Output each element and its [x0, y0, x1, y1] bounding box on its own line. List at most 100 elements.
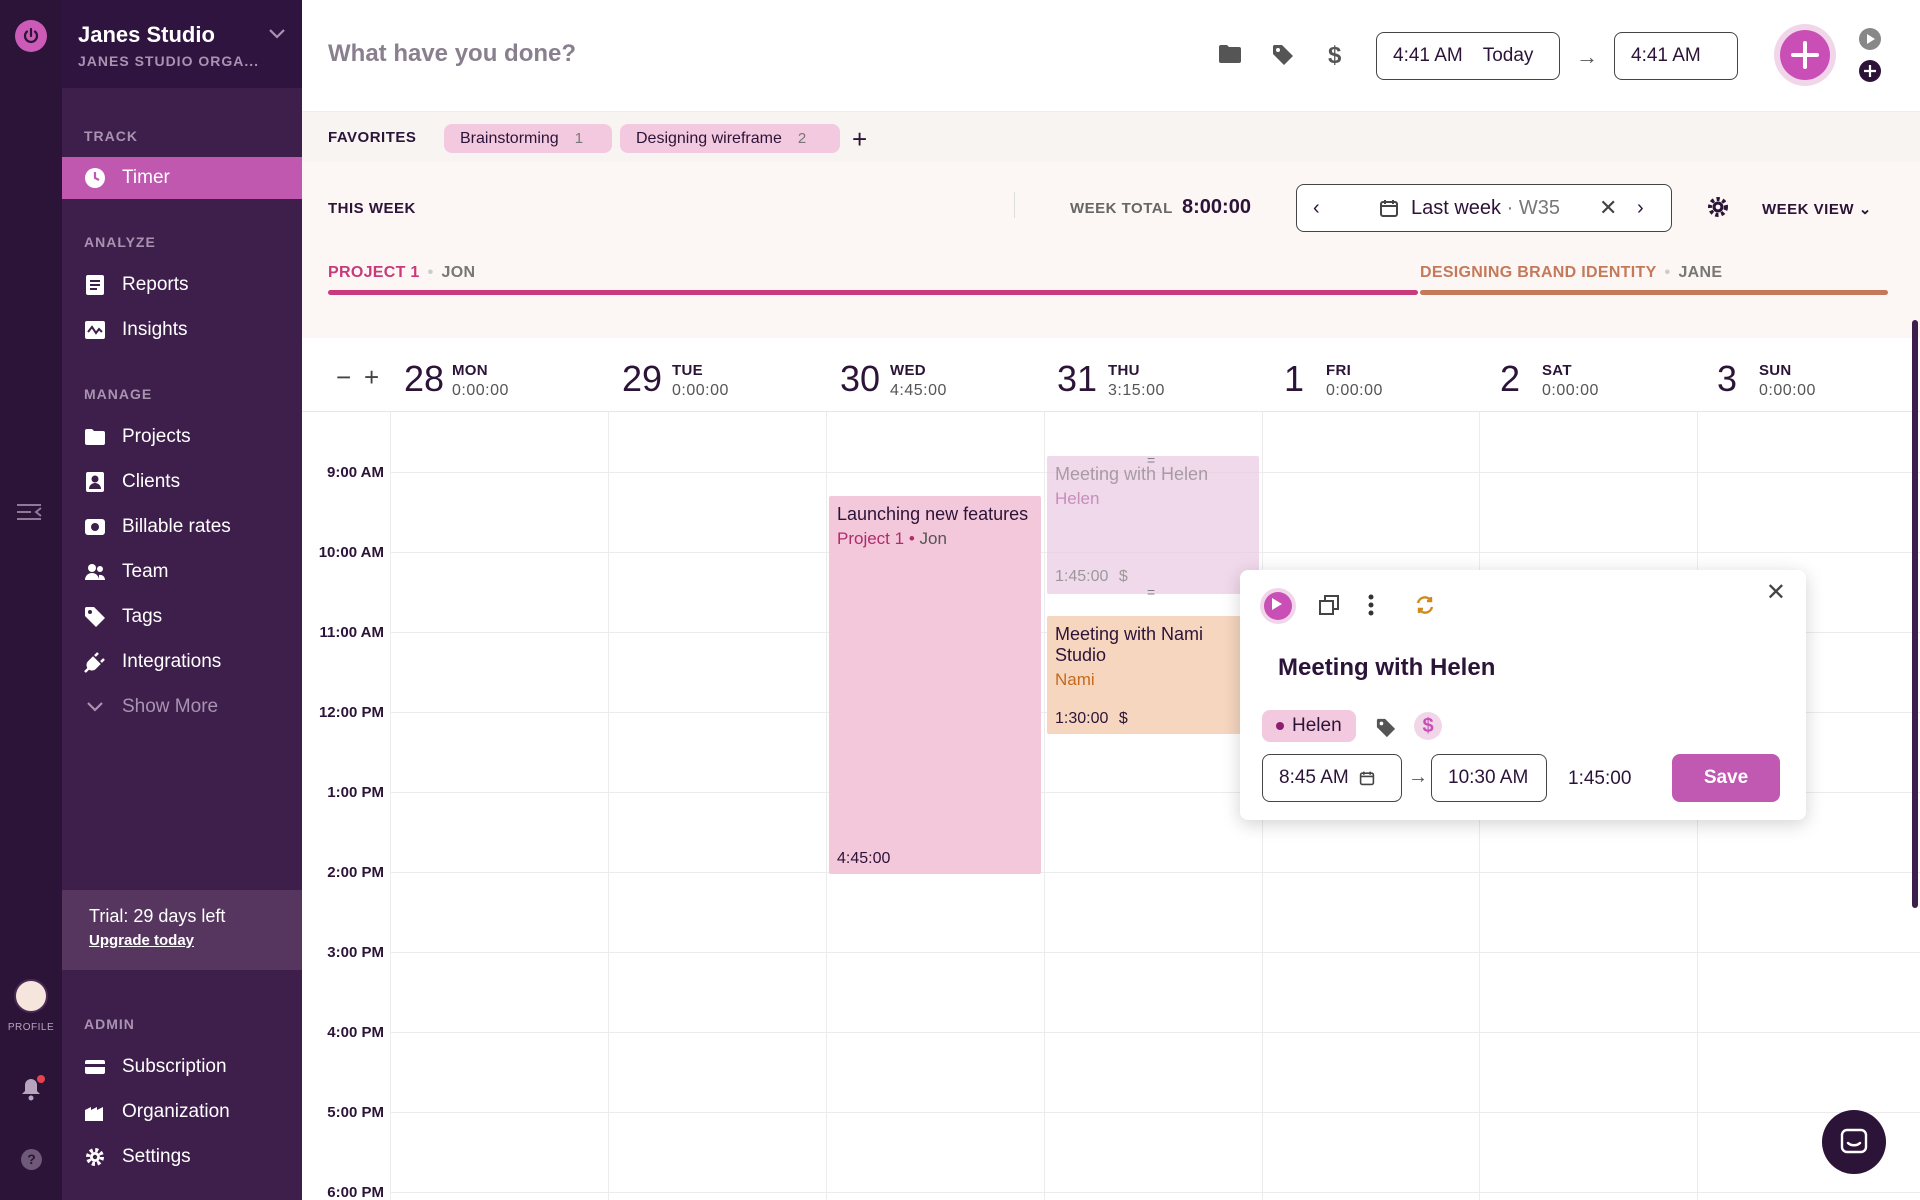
- sidebar-item-clients[interactable]: Clients: [62, 461, 302, 503]
- zoom-in-button[interactable]: +: [364, 362, 380, 392]
- save-button[interactable]: Save: [1672, 754, 1780, 802]
- sidebar-item-timer[interactable]: Timer: [62, 157, 302, 199]
- start-time-field[interactable]: 4:41 AM Today: [1376, 32, 1560, 80]
- week-view-dropdown[interactable]: WEEK VIEW ⌄: [1762, 200, 1872, 218]
- arrow-right-icon: →: [1408, 766, 1428, 788]
- time-entry[interactable]: Meeting with Nami Studio Nami 1:30:00 $: [1047, 616, 1259, 734]
- start-time-input[interactable]: 8:45 AM: [1262, 754, 1402, 802]
- project-bar: [328, 290, 1418, 295]
- duration-value[interactable]: 1:45:00: [1568, 768, 1632, 789]
- calendar-icon: [1380, 200, 1398, 217]
- project-person: JANE: [1678, 264, 1723, 281]
- section-track: TRACK: [84, 128, 138, 144]
- workspace-switcher[interactable]: Janes Studio JANES STUDIO ORGA...: [62, 0, 302, 88]
- avatar[interactable]: [14, 979, 48, 1013]
- time-label: 11:00 AM: [319, 624, 384, 641]
- end-time: 4:41 AM: [1631, 45, 1701, 66]
- favorite-chip[interactable]: Brainstorming 1: [444, 124, 612, 153]
- week-total-label: WEEK TOTAL: [1070, 200, 1173, 217]
- sidebar-item-projects[interactable]: Projects: [62, 416, 302, 458]
- workspace-name: Janes Studio: [78, 22, 215, 47]
- section-manage: MANAGE: [84, 386, 153, 402]
- profile-label[interactable]: PROFILE: [7, 1022, 55, 1033]
- help-icon[interactable]: ?: [21, 1149, 42, 1170]
- zoom-out-button[interactable]: −: [336, 362, 352, 392]
- collapse-sidebar-icon[interactable]: [15, 502, 43, 527]
- entry-project: Project 1: [837, 529, 905, 548]
- entry-title: Meeting with Helen: [1055, 464, 1209, 484]
- plug-icon: [84, 651, 106, 673]
- project-legend-2: DESIGNING BRAND IDENTITY • JANE: [1420, 264, 1723, 281]
- sidebar-item-label: Projects: [122, 426, 191, 447]
- grid-line: [390, 872, 1920, 873]
- sidebar-item-integrations[interactable]: Integrations: [62, 641, 302, 683]
- tag-icon[interactable]: [1272, 44, 1294, 66]
- chevron-left-icon[interactable]: ‹: [1313, 197, 1320, 219]
- sidebar-item-label: Show More: [122, 696, 219, 717]
- time-entry[interactable]: = Meeting with Helen Helen 1:45:00 $ =: [1047, 452, 1259, 600]
- manual-mode-icon[interactable]: [1859, 60, 1881, 82]
- project-pill[interactable]: Helen: [1262, 710, 1356, 742]
- scrollbar[interactable]: [1912, 320, 1918, 908]
- end-time: 10:30 AM: [1448, 767, 1529, 788]
- week-range-label: Last week: [1411, 197, 1502, 219]
- duplicate-icon[interactable]: [1318, 594, 1340, 616]
- resize-handle-icon[interactable]: =: [1147, 452, 1156, 468]
- day-total: 3:15:00: [1108, 382, 1165, 399]
- play-button[interactable]: [1260, 588, 1296, 624]
- resize-handle-icon[interactable]: =: [1147, 584, 1156, 600]
- sidebar-item-subscription[interactable]: Subscription: [62, 1046, 302, 1088]
- sidebar-item-organization[interactable]: Organization: [62, 1091, 302, 1133]
- sidebar-item-team[interactable]: Team: [62, 551, 302, 593]
- sidebar-item-reports[interactable]: Reports: [62, 264, 302, 306]
- sidebar-item-billable-rates[interactable]: Billable rates: [62, 506, 302, 548]
- sidebar-item-settings[interactable]: Settings: [62, 1136, 302, 1178]
- tag-icon[interactable]: [1376, 718, 1396, 738]
- add-favorite-button[interactable]: +: [852, 124, 868, 154]
- favorite-count: 2: [797, 130, 807, 147]
- more-options-icon[interactable]: [1368, 594, 1374, 616]
- timer-mode-icon[interactable]: [1859, 28, 1881, 50]
- chevron-right-icon[interactable]: ›: [1637, 197, 1644, 219]
- end-time-input[interactable]: 10:30 AM: [1431, 754, 1547, 802]
- day-total: 0:00:00: [672, 382, 729, 399]
- end-time-field[interactable]: 4:41 AM: [1614, 32, 1738, 80]
- day-total: 0:00:00: [1542, 382, 1599, 399]
- bell-icon[interactable]: [20, 1075, 45, 1106]
- grid-line: [390, 952, 1920, 953]
- start-timer-button[interactable]: [1774, 24, 1836, 86]
- calendar-icon[interactable]: [1359, 770, 1375, 786]
- close-icon[interactable]: ✕: [1599, 195, 1618, 220]
- day-name: WED: [890, 362, 926, 379]
- chat-button[interactable]: [1822, 1110, 1886, 1174]
- favorite-chip[interactable]: Designing wireframe 2: [620, 124, 840, 153]
- week-picker[interactable]: ‹ Last week · W35 ✕ ›: [1296, 184, 1672, 232]
- project-name: DESIGNING BRAND IDENTITY: [1420, 264, 1657, 281]
- time-label: 1:00 PM: [327, 784, 384, 801]
- entry-duration: 1:30:00: [1055, 710, 1109, 727]
- grid-line: [1044, 412, 1045, 1200]
- description-input[interactable]: What have you done?: [328, 40, 577, 67]
- close-icon[interactable]: ✕: [1765, 579, 1786, 606]
- project-legend-1: PROJECT 1 • JON: [328, 264, 476, 281]
- sidebar-item-tags[interactable]: Tags: [62, 596, 302, 638]
- day-name: FRI: [1326, 362, 1352, 379]
- sidebar-item-show-more[interactable]: Show More: [62, 686, 302, 728]
- dollar-icon[interactable]: $: [1328, 42, 1342, 69]
- favorite-count: 1: [574, 130, 584, 147]
- entry-description[interactable]: Meeting with Helen: [1278, 654, 1496, 681]
- sidebar-item-insights[interactable]: Insights: [62, 309, 302, 351]
- power-icon[interactable]: [15, 20, 47, 52]
- sync-icon[interactable]: [1414, 594, 1436, 616]
- time-entry[interactable]: Launching new features Project 1 • Jon 4…: [829, 496, 1041, 874]
- grid-line: [826, 412, 827, 1200]
- folder-icon[interactable]: [1218, 44, 1242, 64]
- grid-line: [390, 1192, 1920, 1193]
- upgrade-link[interactable]: Upgrade today: [89, 932, 195, 949]
- project-name: Helen: [1292, 715, 1342, 736]
- sidebar-item-label: Reports: [122, 274, 189, 295]
- sidebar-item-label: Insights: [122, 319, 188, 340]
- sidebar-item-label: Organization: [122, 1101, 230, 1122]
- billable-icon[interactable]: $: [1414, 712, 1442, 740]
- gear-icon[interactable]: [1706, 195, 1730, 219]
